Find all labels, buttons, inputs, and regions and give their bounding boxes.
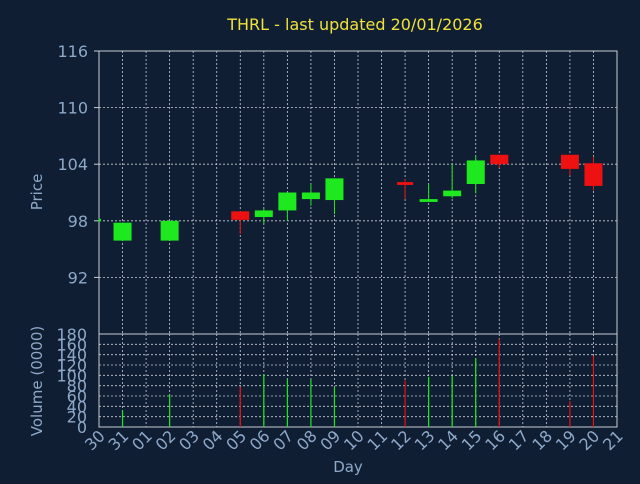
candle-body-20 (584, 163, 603, 186)
candle-body-13 (419, 199, 438, 202)
volume-tick-label: 160 (56, 335, 87, 354)
volume-tick-label: 60 (67, 387, 87, 406)
candle-body-09 (325, 178, 344, 201)
volume-tick-label: 120 (56, 356, 87, 375)
price-axis-label: Price (28, 174, 46, 211)
candle-body-31 (113, 222, 132, 241)
candle-body-05 (231, 211, 250, 220)
price-tick-label: 116 (57, 42, 88, 61)
x-axis-label: Day (333, 458, 363, 476)
x-tick-label: 21 (599, 426, 627, 454)
candle-body-15 (466, 160, 485, 185)
candle-body-06 (254, 210, 273, 218)
volume-tick-label: 20 (67, 408, 87, 427)
x-tick-labels: 3031010203040506070809101112131415161718… (81, 426, 627, 454)
chart-title: THRL - last updated 20/01/2026 (226, 15, 483, 34)
price-tick-label: 110 (57, 99, 88, 118)
candle-body-07 (278, 192, 297, 211)
price-panel: 92 98 104 110 116 (57, 42, 618, 335)
volume-tick-label: 140 (56, 346, 87, 365)
candle-body-14 (443, 190, 462, 197)
candle-body-16 (490, 154, 509, 165)
candle-body-12 (397, 182, 414, 185)
candle-body-30 (99, 218, 101, 222)
volume-tick-label: 40 (67, 397, 87, 416)
price-tick-label: 98 (68, 212, 88, 231)
volume-tick-label: 100 (56, 366, 87, 385)
volume-tick-label: 80 (67, 377, 87, 396)
volume-tick-label: 180 (56, 325, 87, 344)
candle-body-02 (160, 220, 179, 241)
candle-body-19 (560, 154, 579, 169)
volume-tick-label: 0 (77, 418, 87, 437)
price-tick-label: 104 (57, 155, 88, 174)
volume-axis-label: Volume (0000) (28, 326, 46, 436)
candle-body-08 (301, 192, 320, 200)
price-tick-label: 92 (68, 268, 88, 287)
